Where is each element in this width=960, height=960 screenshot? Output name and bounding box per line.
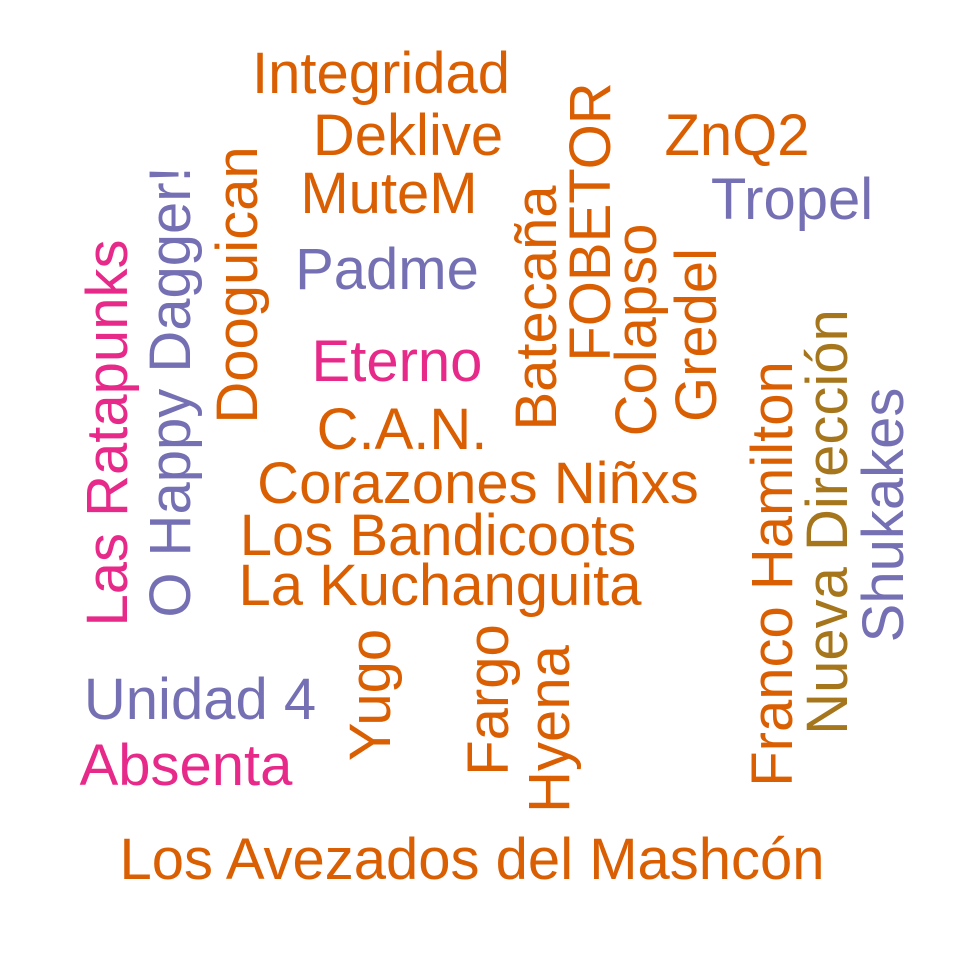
- word-nueva-dirección: Nueva Dirección: [795, 309, 860, 735]
- word-absenta: Absenta: [79, 733, 293, 798]
- word-gredel: Gredel: [664, 247, 729, 423]
- word-corazones-niñxs: Corazones Niñxs: [257, 451, 699, 516]
- word-dooguican: Dooguican: [205, 146, 270, 424]
- word-las-ratapunks: Las Ratapunks: [75, 239, 140, 627]
- word-yugo: Yugo: [338, 628, 403, 762]
- word-tropel: Tropel: [710, 167, 874, 232]
- word-mutem: MuteM: [300, 161, 478, 226]
- word-shukakes: Shukakes: [851, 387, 916, 643]
- word-hyena: Hyena: [517, 645, 582, 813]
- word-unidad-4: Unidad 4: [83, 667, 317, 732]
- word-fargo: Fargo: [456, 624, 521, 776]
- word-los-bandicoots: Los Bandicoots: [239, 503, 637, 568]
- word-padme: Padme: [295, 237, 479, 302]
- word-los-avezados-del-mashcón: Los Avezados del Mashcón: [119, 827, 825, 892]
- word-colapso: Colapso: [604, 223, 669, 437]
- word-la-kuchanguita: La Kuchanguita: [238, 553, 642, 618]
- word-deklive: Deklive: [312, 103, 504, 168]
- word-integridad: Integridad: [252, 41, 510, 106]
- word-c-a-n: C.A.N.: [316, 397, 488, 462]
- word-franco-hamilton: Franco Hamilton: [740, 361, 805, 787]
- word-eterno: Eterno: [311, 329, 483, 394]
- word-znq2: ZnQ2: [664, 103, 810, 168]
- word-o-happy-dagger: O Happy Dagger!: [138, 166, 203, 618]
